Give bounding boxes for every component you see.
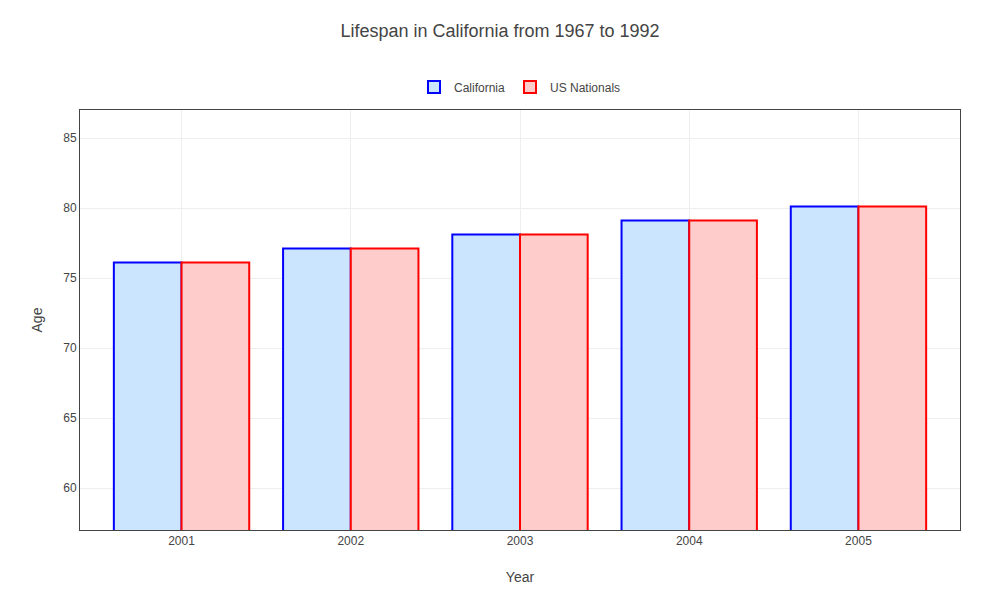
- svg-text:2003: 2003: [507, 534, 534, 548]
- svg-text:2001: 2001: [168, 534, 195, 548]
- svg-text:85: 85: [63, 131, 77, 145]
- svg-text:65: 65: [63, 411, 77, 425]
- svg-text:2002: 2002: [337, 534, 364, 548]
- svg-text:California: California: [454, 81, 505, 95]
- svg-text:US Nationals: US Nationals: [550, 81, 620, 95]
- svg-text:75: 75: [63, 271, 77, 285]
- svg-text:2004: 2004: [676, 534, 703, 548]
- svg-text:70: 70: [63, 341, 77, 355]
- svg-text:Age: Age: [29, 307, 45, 332]
- svg-text:2005: 2005: [845, 534, 872, 548]
- svg-text:60: 60: [63, 481, 77, 495]
- svg-text:Year: Year: [506, 569, 535, 585]
- svg-text:80: 80: [63, 201, 77, 215]
- svg-text:Lifespan in California from 19: Lifespan in California from 1967 to 1992: [340, 21, 659, 41]
